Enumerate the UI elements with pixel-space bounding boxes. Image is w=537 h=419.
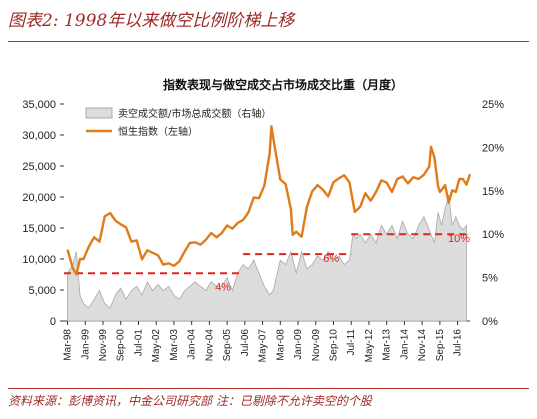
y-left-tick-label-5: 25,000 [22,161,56,173]
step-label-0: 4% [215,281,231,293]
source-note: 资料来源：彭博资讯，中金公司研究部 注：已剔除不允许卖空的个股 [8,394,372,408]
x-tick-label-18: Mar-13 [382,329,393,361]
x-tick-label-9: Sep-05 [222,329,233,362]
y-left-tick-label-2: 10,000 [22,254,56,266]
y-left-tick-label-7: 35,000 [22,99,56,111]
plot-area: 4% 6% 10% 0 5,000 10,000 15,000 20,000 25,000 30,… [22,99,504,362]
x-tick-label-8: Nov-04 [204,329,215,362]
y-right-tick-label-3: 15% [482,186,504,198]
chart-title: 指数表现与做空成交占市场成交比重（月度） [163,77,403,92]
y-right-tick-label-4: 20% [482,142,504,154]
x-tick-label-5: May-02 [151,329,162,363]
legend-label-index: 恒生指数（左轴） [118,125,198,138]
step-label-2: 10% [448,233,470,245]
x-tick-label-11: May-07 [258,329,269,363]
index-line-series [66,125,472,276]
step-label-1: 6% [323,253,339,265]
x-tick-label-2: Nov-99 [98,329,109,362]
x-tick-label-0: Mar-98 [63,329,74,361]
figure-title: 图表2: 1998年以来做空比例阶梯上移 [8,11,295,31]
x-tick-label-22: Jul-16 [453,329,464,357]
x-tick-label-20: Nov-14 [417,329,428,362]
x-tick-label-3: Sep-00 [116,329,127,362]
source-rule [8,388,529,389]
y-left-tick-label-3: 15,000 [22,223,56,235]
x-tick-label-12: Mar-08 [275,329,286,361]
y-right-tick-label-0: 0% [482,316,498,328]
x-tick-label-7: Jan-04 [187,329,198,360]
title-rule [8,41,529,42]
x-tick-label-21: Sep-15 [435,329,446,362]
y-left-tick-label-4: 20,000 [22,192,56,204]
y-left-tick-label-0: 0 [50,316,56,328]
x-tick-label-1: Jan-99 [80,329,91,360]
y-right-tick-label-1: 5% [482,273,498,285]
share-area-series [67,194,467,322]
y-left-tick-label-1: 5,000 [28,285,56,297]
x-tick-label-13: Jan-09 [293,329,304,360]
x-tick-label-16: Jul-11 [346,329,357,356]
legend-swatch-share [85,107,113,119]
x-tick-label-15: Sep-10 [328,329,339,362]
x-tick-label-10: Jul-06 [240,329,251,357]
x-tick-label-19: Jan-14 [399,329,410,360]
y-right-tick-label-5: 25% [482,99,504,111]
y-left-tick-label-6: 30,000 [22,130,56,142]
x-tick-label-4: Jul-01 [133,329,144,357]
x-tick-label-6: Mar-03 [169,329,180,361]
legend: 卖空成交额/市场总成交额（右轴） 恒生指数（左轴） [85,107,271,138]
y-right-tick-label-2: 10% [482,229,504,241]
legend-label-share: 卖空成交额/市场总成交额（右轴） [118,107,271,120]
x-tick-label-17: May-12 [364,329,375,363]
x-tick-label-14: Nov-09 [311,329,322,362]
